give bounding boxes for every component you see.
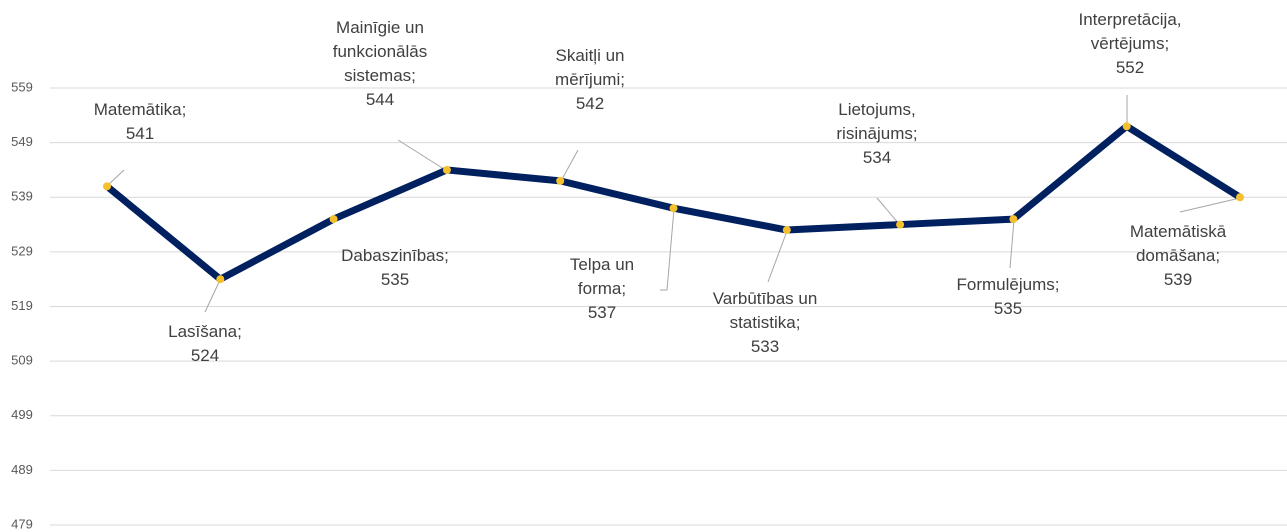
y-tick-label: 559 — [11, 79, 33, 94]
value-label: 552 — [1115, 58, 1145, 77]
category-label: Dabaszinības; — [341, 246, 449, 265]
category-label: Mainīgie un funkcionālās sistemas; — [332, 18, 428, 85]
category-label: Lietojums, risinājums; — [836, 100, 918, 143]
value-label: 533 — [750, 337, 780, 356]
category-label: Telpa un forma; — [569, 255, 635, 298]
y-tick-label: 489 — [11, 462, 33, 477]
value-label: 535 — [993, 299, 1023, 318]
data-label: Matemātika; 541 — [70, 98, 210, 146]
point — [896, 220, 905, 229]
data-label: Formulējums; 535 — [938, 273, 1078, 321]
leader-line — [397, 139, 448, 172]
data-label: Skaitļi un mērījumi; 542 — [525, 44, 655, 116]
leader-line — [660, 208, 675, 291]
category-label: Matemātika; — [93, 100, 187, 119]
value-label: 534 — [862, 148, 892, 167]
point — [1122, 122, 1131, 131]
category-label: Varbūtības un statistika; — [712, 289, 818, 332]
leader-line — [204, 279, 221, 313]
y-tick-label: 549 — [11, 134, 33, 149]
value-label: 539 — [1163, 270, 1193, 289]
point — [1236, 193, 1244, 202]
value-label: 544 — [365, 90, 395, 109]
data-label: Interpretācija, vērtējums; 552 — [1060, 8, 1200, 80]
point — [556, 176, 565, 185]
line — [104, 122, 1242, 283]
value-label: 541 — [125, 124, 155, 143]
leader-line — [560, 149, 579, 182]
y-tick-label: 539 — [11, 189, 33, 204]
point — [216, 275, 225, 284]
category-label: Lasīšana; — [168, 322, 242, 341]
value-label: 542 — [575, 94, 605, 113]
y-tick-label: 519 — [11, 298, 33, 313]
leader-line — [876, 197, 901, 226]
y-tick-label: 479 — [11, 516, 33, 531]
data-label: Lasīšana; 524 — [140, 320, 270, 368]
value-label: 535 — [380, 270, 410, 289]
category-label: Skaitļi un mērījumi; — [555, 46, 625, 89]
data-label: Telpa un forma; 537 — [557, 253, 647, 325]
point — [782, 226, 791, 235]
leader-line — [767, 230, 788, 283]
leader-line — [1179, 197, 1241, 213]
category-label: Formulējums; — [956, 275, 1060, 294]
data-label: Varbūtības un statistika; 533 — [695, 287, 835, 359]
category-label: Matemātiskā domāšana; — [1129, 222, 1227, 265]
y-tick-label: 499 — [11, 407, 33, 422]
data-label: Dabaszinības; 535 — [325, 244, 465, 292]
data-label: Matemātiskā domāšana; 539 — [1113, 220, 1243, 292]
point — [1009, 215, 1018, 224]
data-label: Lietojums, risinājums; 534 — [812, 98, 942, 170]
value-label: 537 — [587, 303, 617, 322]
point — [103, 182, 111, 191]
point — [329, 215, 338, 224]
y-tick-label: 529 — [11, 243, 33, 258]
point — [442, 165, 451, 174]
data-label: Mainīgie un funkcionālās sistemas; 544 — [310, 16, 450, 112]
leader-line — [1009, 219, 1015, 269]
category-label: Interpretācija, vērtējums; — [1078, 10, 1182, 53]
value-label: 524 — [190, 346, 220, 365]
leader-line — [106, 169, 125, 187]
point — [669, 204, 678, 213]
y-tick-label: 509 — [11, 353, 33, 368]
